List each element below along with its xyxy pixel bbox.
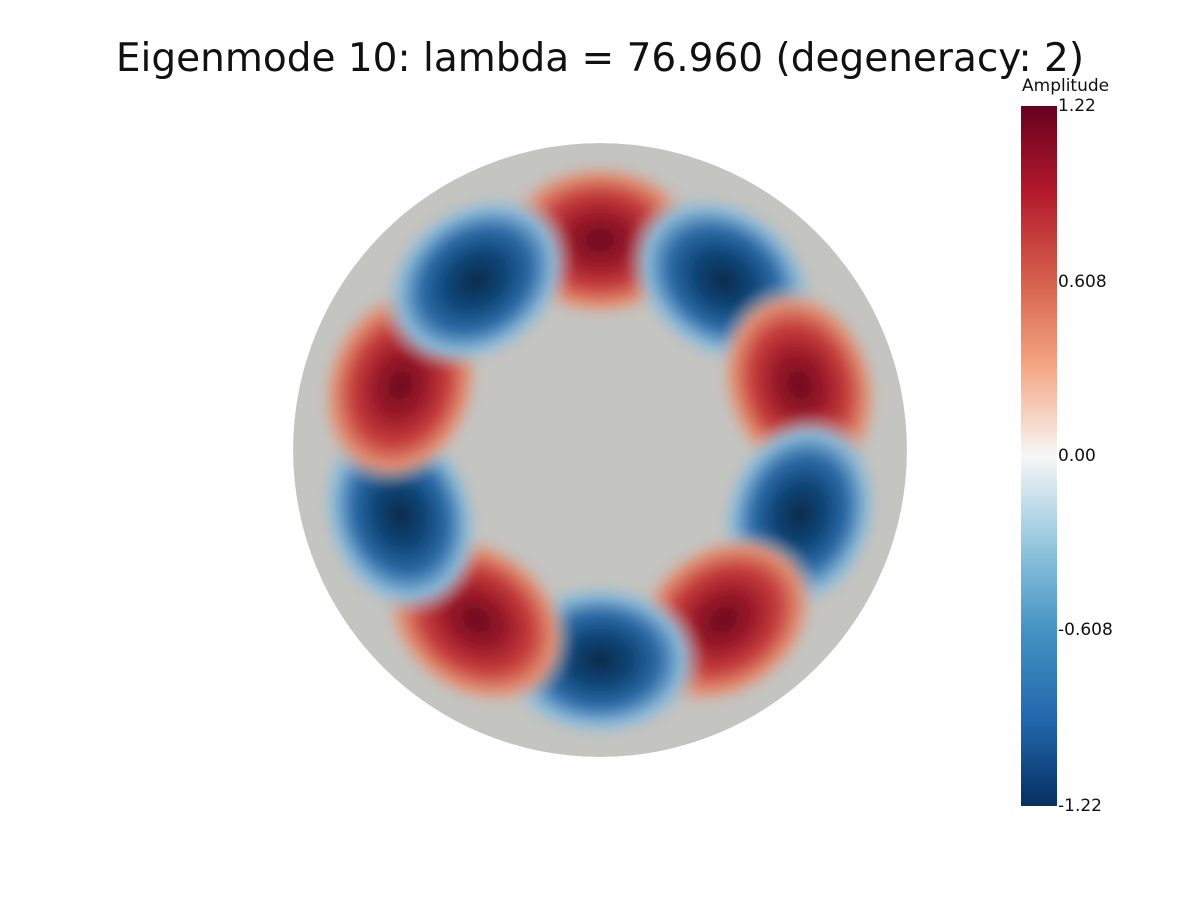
colorbar-title: Amplitude: [1022, 76, 1110, 96]
lobe-negative-9: [378, 189, 575, 371]
chart-title: Eigenmode 10: lambda = 76.960 (degenerac…: [115, 36, 1085, 81]
colorbar-tick-label: 1.22: [1058, 96, 1096, 116]
colorbar-tick-label: -1.22: [1058, 796, 1102, 816]
colorbar: [1021, 106, 1057, 806]
colorbar-tick-label: 0.00: [1058, 446, 1096, 466]
colorbar-tick-label: 0.608: [1058, 271, 1107, 292]
colorbar-tick-label: -0.608: [1058, 620, 1113, 641]
